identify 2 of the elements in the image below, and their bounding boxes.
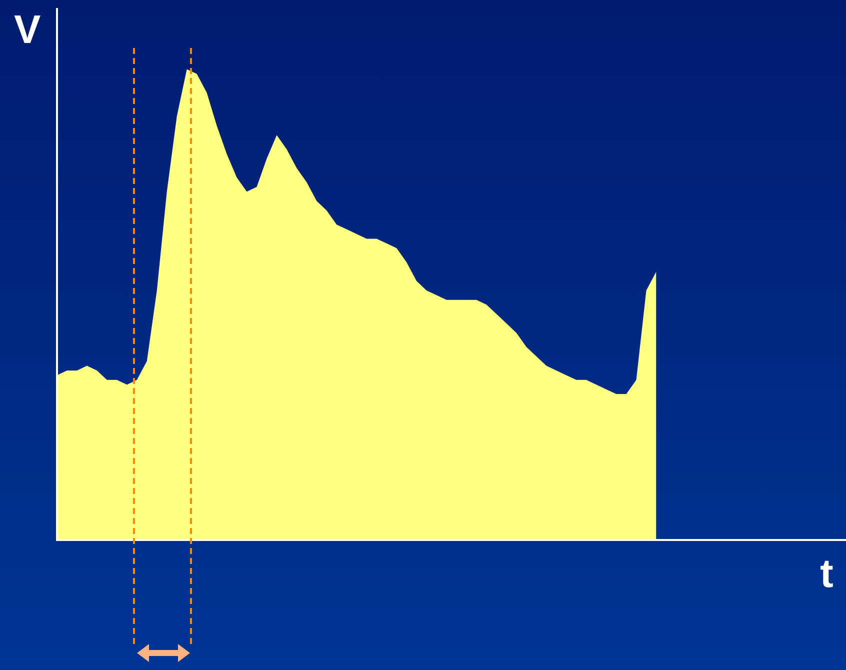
y-axis-title: V <box>14 8 41 53</box>
x-axis-title: t <box>820 552 834 597</box>
